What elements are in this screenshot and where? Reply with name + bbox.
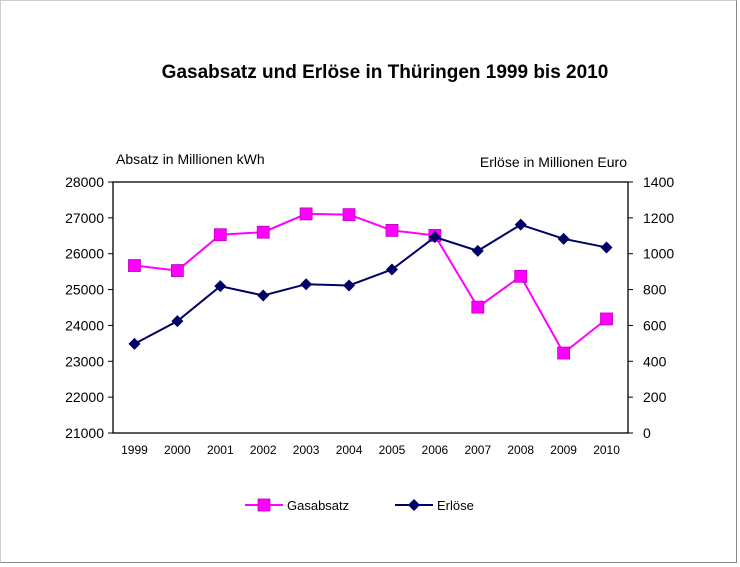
legend-label: Gasabsatz xyxy=(287,498,349,513)
right-tick-label: 1200 xyxy=(643,210,674,226)
data-point-gasabsatz xyxy=(385,224,399,237)
x-tick-label: 2003 xyxy=(293,443,320,457)
data-point-gasabsatz xyxy=(299,207,313,221)
data-point-erlöse xyxy=(128,337,141,350)
data-point-erlöse xyxy=(257,289,270,302)
data-point-erlöse xyxy=(428,231,441,244)
data-point-gasabsatz xyxy=(170,264,184,277)
data-point-gasabsatz xyxy=(128,259,141,272)
legend-label: Erlöse xyxy=(437,498,474,513)
data-point-gasabsatz xyxy=(471,300,485,314)
left-tick-label: 26000 xyxy=(65,246,104,262)
data-point-erlöse xyxy=(343,279,356,292)
left-tick-label: 24000 xyxy=(65,317,104,333)
x-tick-label: 2001 xyxy=(207,443,234,457)
left-tick-label: 27000 xyxy=(65,210,104,226)
x-tick-label: 2009 xyxy=(550,443,577,457)
x-tick-label: 1999 xyxy=(121,443,148,457)
x-tick-label: 2007 xyxy=(464,443,491,457)
legend-marker xyxy=(408,499,420,511)
right-tick-label: 0 xyxy=(643,425,651,441)
data-point-gasabsatz xyxy=(557,346,571,360)
left-tick-label: 23000 xyxy=(65,353,104,369)
data-point-gasabsatz xyxy=(514,269,528,283)
legend-marker xyxy=(257,498,271,512)
data-point-gasabsatz xyxy=(256,225,270,239)
left-tick-label: 28000 xyxy=(65,174,104,190)
x-tick-label: 2008 xyxy=(507,443,534,457)
series-line-gasabsatz xyxy=(134,212,608,355)
x-tick-label: 2005 xyxy=(379,443,406,457)
data-point-gasabsatz xyxy=(600,312,613,326)
data-point-gasabsatz xyxy=(342,208,356,222)
data-point-erlöse xyxy=(385,263,398,276)
data-point-erlöse xyxy=(557,232,570,245)
right-tick-label: 800 xyxy=(643,282,667,298)
data-point-erlöse xyxy=(214,280,227,293)
data-point-erlöse xyxy=(600,241,613,254)
x-tick-label: 2010 xyxy=(593,443,620,457)
data-point-erlöse xyxy=(300,278,313,291)
x-tick-label: 2006 xyxy=(422,443,449,457)
left-tick-label: 22000 xyxy=(65,389,104,405)
left-axis-label: Absatz in Millionen kWh xyxy=(116,151,265,167)
data-point-erlöse xyxy=(171,315,184,328)
right-tick-label: 600 xyxy=(643,317,667,333)
series-line-erlöse xyxy=(133,223,607,345)
right-tick-label: 200 xyxy=(643,389,667,405)
x-tick-label: 2004 xyxy=(336,443,363,457)
right-tick-label: 1000 xyxy=(643,246,674,262)
plot-area xyxy=(112,181,629,434)
left-tick-label: 25000 xyxy=(65,282,104,298)
x-tick-label: 2002 xyxy=(250,443,277,457)
left-tick-label: 21000 xyxy=(65,425,104,441)
chart-title: Gasabsatz und Erlöse in Thüringen 1999 b… xyxy=(162,62,609,83)
data-point-gasabsatz xyxy=(213,228,227,242)
right-axis-label: Erlöse in Millionen Euro xyxy=(480,154,627,170)
x-tick-label: 2000 xyxy=(164,443,191,457)
right-tick-label: 400 xyxy=(643,353,667,369)
data-point-erlöse xyxy=(471,244,484,257)
data-point-erlöse xyxy=(514,218,527,231)
right-tick-label: 1400 xyxy=(643,174,674,190)
